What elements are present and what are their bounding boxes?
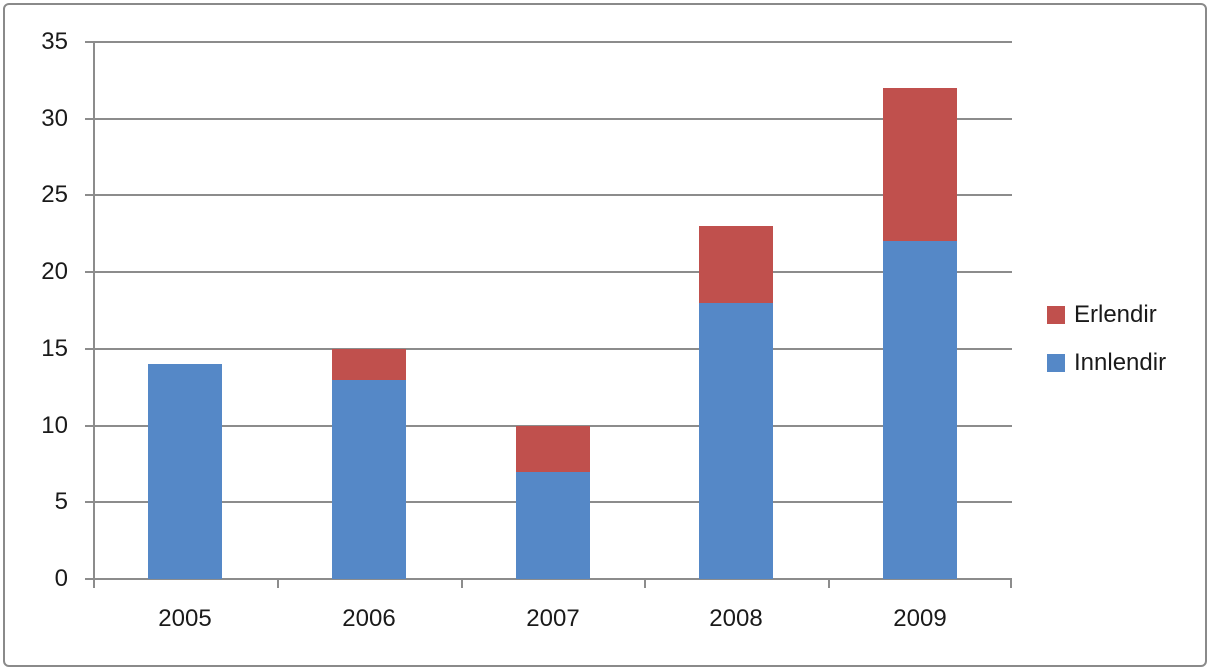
legend-entry-erlendir: Erlendir — [1047, 301, 1166, 329]
legend-label-erlendir: Erlendir — [1074, 301, 1157, 328]
y-tick-35 — [85, 41, 93, 43]
gridline-y35 — [93, 41, 1012, 43]
x-tick-4 — [828, 579, 830, 588]
y-axis-line — [93, 42, 95, 579]
x-tick-3 — [644, 579, 646, 588]
y-tick-10 — [85, 425, 93, 427]
y-tick-label-20: 20 — [41, 258, 68, 285]
y-tick-5 — [85, 501, 93, 503]
bar-innlendir-2005 — [148, 364, 222, 579]
x-category-label-2009: 2009 — [893, 605, 947, 632]
bar-erlendir-2006 — [332, 349, 406, 380]
x-category-label-2006: 2006 — [342, 605, 396, 632]
bar-innlendir-2008 — [699, 303, 773, 579]
x-category-label-2008: 2008 — [709, 605, 763, 632]
bar-innlendir-2009 — [883, 241, 957, 579]
y-tick-20 — [85, 271, 93, 273]
x-tick-1 — [277, 579, 279, 588]
legend-swatch-innlendir — [1047, 354, 1065, 372]
x-tick-0 — [93, 579, 95, 588]
legend: Erlendir Innlendir — [1047, 301, 1166, 377]
y-tick-label-35: 35 — [41, 28, 68, 55]
y-axis-labels: 0 5 10 15 20 25 30 35 — [23, 28, 68, 592]
y-tick-15 — [85, 348, 93, 350]
x-tick-5 — [1010, 579, 1012, 588]
legend-swatch-erlendir — [1047, 306, 1065, 324]
y-tick-label-15: 15 — [41, 335, 68, 362]
x-tick-2 — [461, 579, 463, 588]
gridline-y30 — [93, 118, 1012, 120]
bar-erlendir-2008 — [699, 226, 773, 303]
x-category-label-2005: 2005 — [158, 605, 212, 632]
x-axis-labels: 2005 2006 2007 2008 2009 — [93, 603, 1012, 635]
bar-innlendir-2006 — [332, 380, 406, 579]
bar-erlendir-2009 — [883, 88, 957, 241]
y-tick-label-30: 30 — [41, 105, 68, 132]
chart-frame: 0 5 10 15 20 25 30 35 2005 2006 2007 2008 2009 Erle… — [3, 3, 1207, 667]
bar-innlendir-2007 — [516, 472, 590, 579]
bar-erlendir-2007 — [516, 426, 590, 472]
y-tick-label-10: 10 — [41, 412, 68, 439]
y-tick-25 — [85, 194, 93, 196]
y-tick-label-5: 5 — [54, 488, 68, 515]
x-category-label-2007: 2007 — [526, 605, 580, 632]
gridline-y15 — [93, 348, 1012, 350]
gridline-y0 — [93, 578, 1012, 580]
gridline-y25 — [93, 194, 1012, 196]
y-tick-30 — [85, 118, 93, 120]
y-tick-0 — [85, 578, 93, 580]
legend-entry-innlendir: Innlendir — [1047, 349, 1166, 377]
legend-label-innlendir: Innlendir — [1074, 349, 1167, 376]
gridline-y20 — [93, 271, 1012, 273]
y-tick-label-25: 25 — [41, 181, 68, 208]
plot-area — [85, 41, 1012, 588]
y-tick-label-0: 0 — [54, 565, 68, 592]
